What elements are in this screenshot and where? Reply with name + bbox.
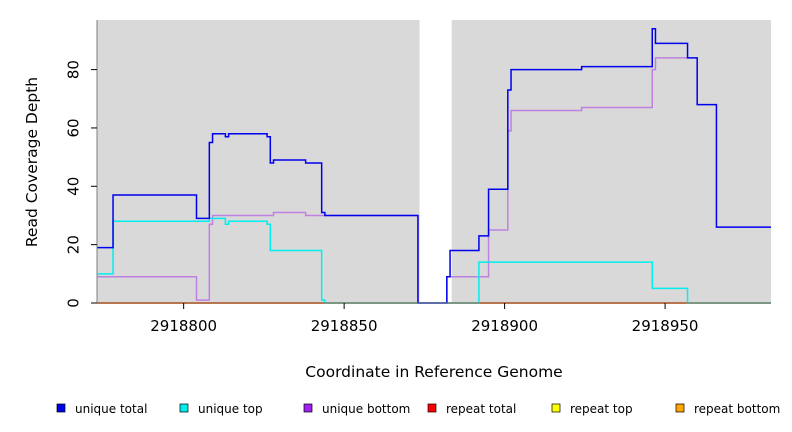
legend-item-repeat-total: repeat total (427, 402, 516, 416)
y-tick-label: 80 (65, 60, 83, 79)
legend-label: repeat bottom (694, 402, 780, 416)
x-tick-label: 2918800 (150, 317, 217, 335)
legend-item-repeat-top: repeat top (551, 402, 633, 416)
legend: unique total unique top unique bottom repea… (56, 402, 780, 416)
legend-item-unique-bottom: unique bottom (303, 402, 410, 416)
legend-label: unique bottom (322, 402, 410, 416)
legend-item-unique-total: unique total (56, 402, 147, 416)
legend-swatch (551, 403, 561, 413)
y-tick-label: 20 (65, 235, 83, 254)
legend-swatch (56, 403, 66, 413)
legend-swatch (675, 403, 685, 413)
axis-layer (96, 20, 771, 304)
y-tick-label: 0 (65, 298, 83, 308)
x-tick-layer: 2918800 2918850 2918900 2918950 (150, 303, 698, 335)
y-tick-label: 40 (65, 177, 83, 196)
legend-label: unique total (75, 402, 147, 416)
gap-region-layer (419, 20, 452, 303)
legend-item-repeat-bottom: repeat bottom (675, 402, 780, 416)
y-tick-label: 60 (65, 118, 83, 137)
legend-swatch (179, 403, 189, 413)
series-line-unique-total (97, 28, 771, 304)
legend-item-unique-top: unique top (179, 402, 263, 416)
x-axis-title: Coordinate in Reference Genome (305, 363, 562, 381)
legend-swatch (303, 403, 313, 413)
legend-label: repeat top (570, 402, 633, 416)
gap-region (419, 20, 452, 303)
y-tick-layer: 0 20 40 60 80 (65, 60, 97, 308)
legend-label: unique top (198, 402, 263, 416)
legend-label: repeat total (446, 402, 516, 416)
x-tick-label: 2918950 (632, 317, 699, 335)
y-axis-title: Read Coverage Depth (23, 77, 41, 247)
legend-swatch (427, 403, 437, 413)
x-tick-label: 2918850 (311, 317, 378, 335)
x-tick-label: 2918900 (471, 317, 538, 335)
